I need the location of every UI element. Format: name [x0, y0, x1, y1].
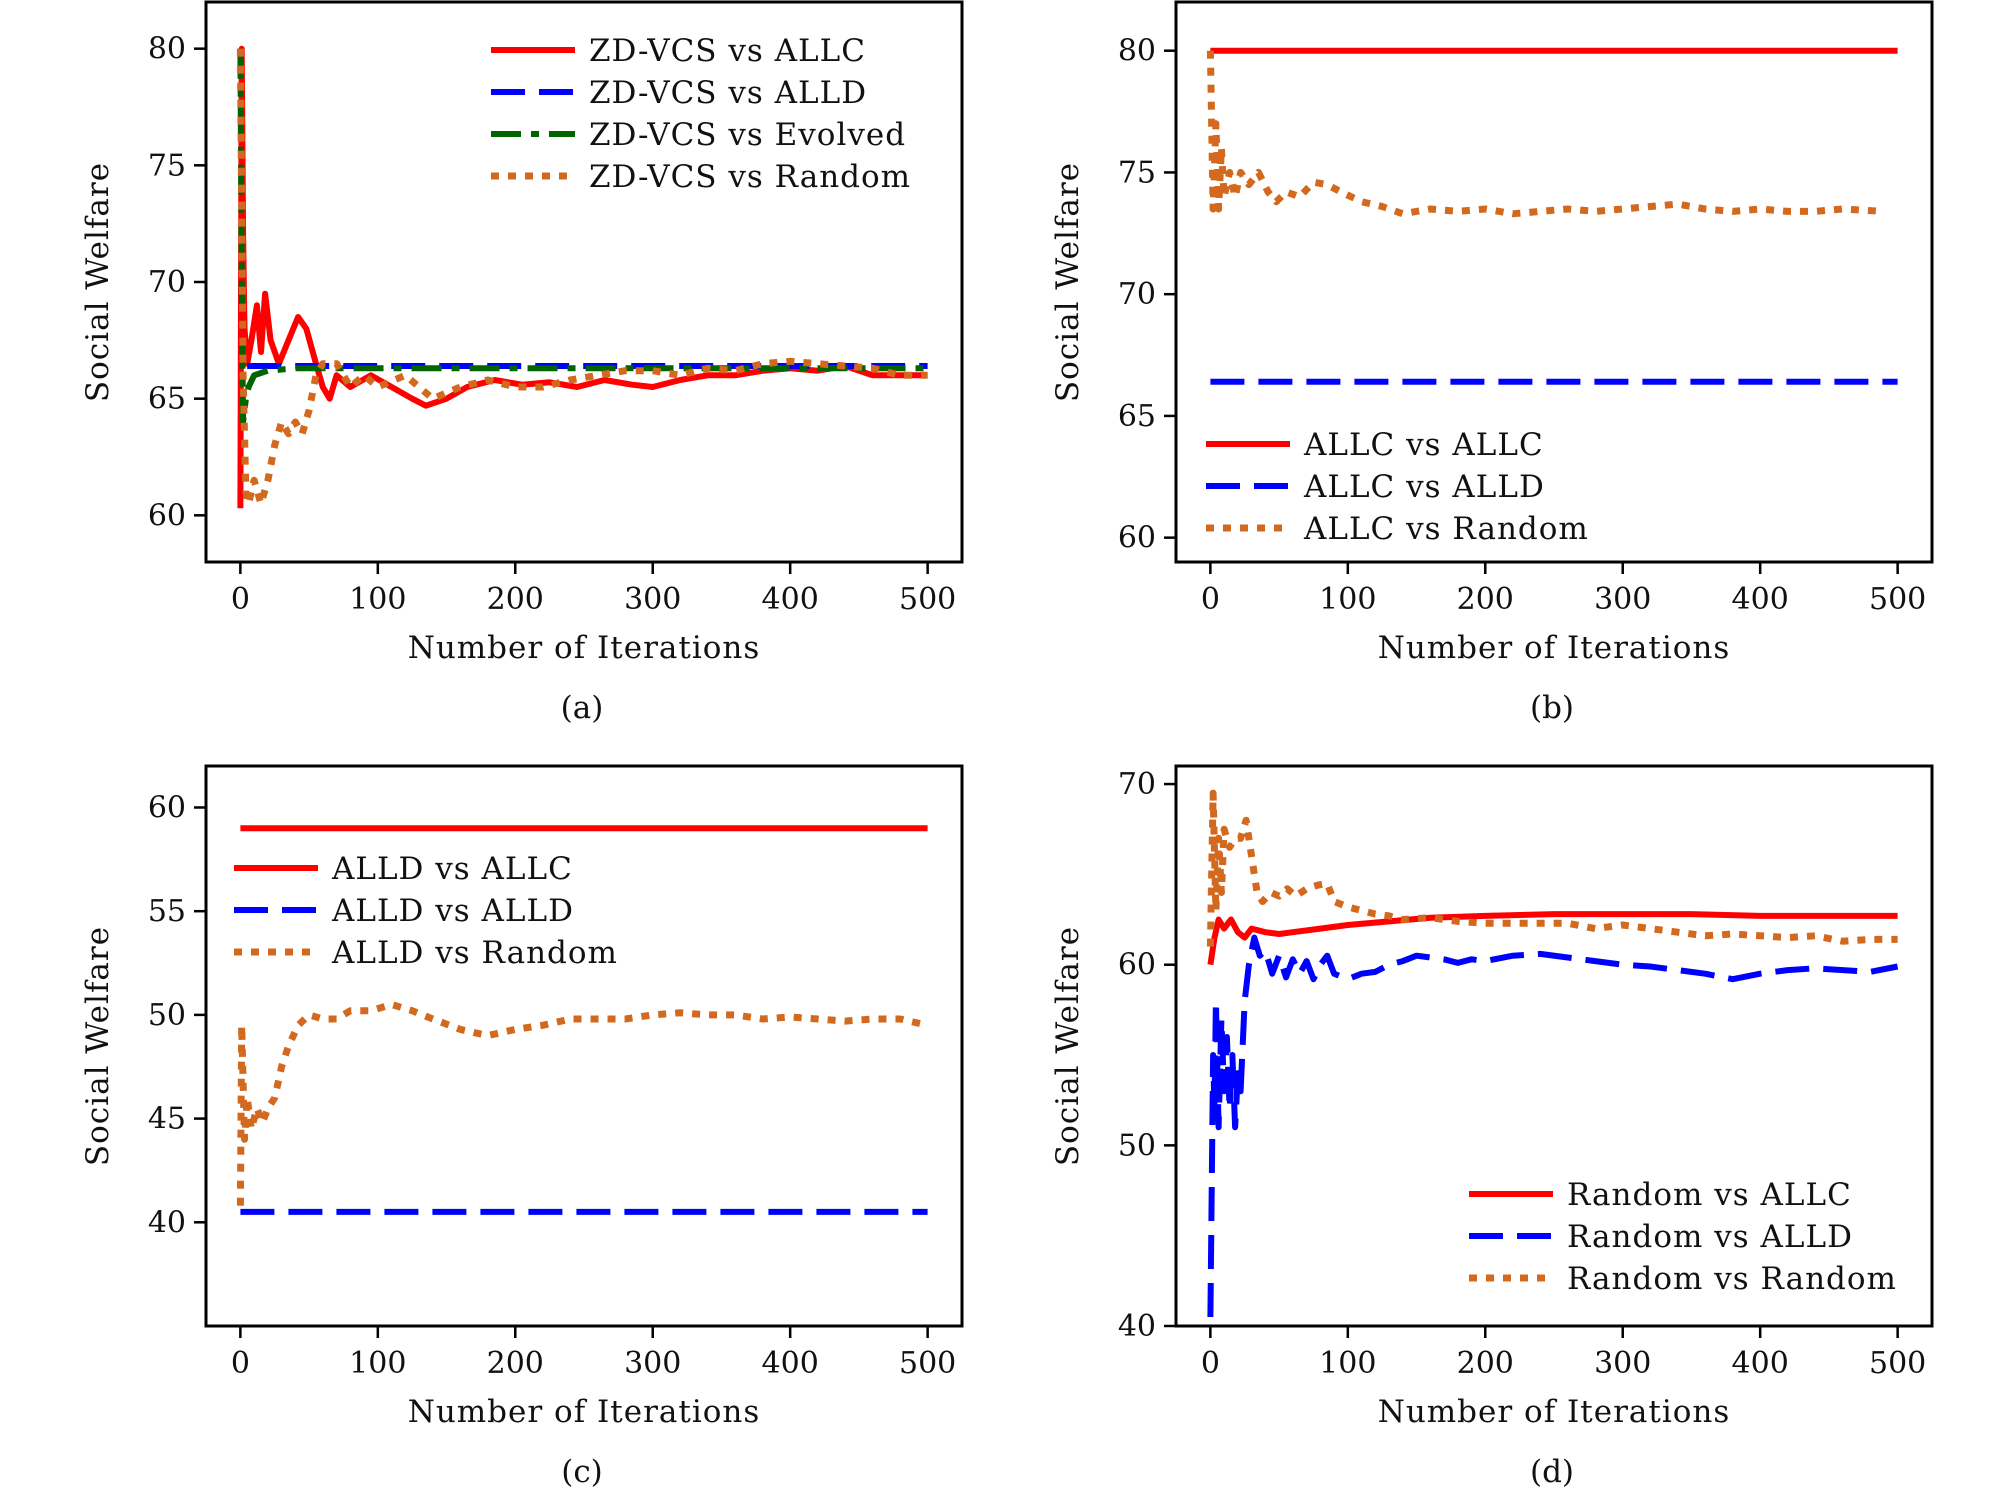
x-tick-label: 200 — [487, 1346, 544, 1381]
x-tick-label: 400 — [762, 582, 819, 617]
legend-label: ZD-VCS vs ALLD — [589, 75, 867, 111]
x-tick-label: 500 — [899, 582, 956, 617]
legend-label: ZD-VCS vs ALLC — [589, 33, 866, 69]
y-tick-label: 65 — [148, 382, 186, 417]
legend: ZD-VCS vs ALLC ZD-VCS vs ALLD ZD-VCS vs Ev… — [491, 33, 911, 195]
y-tick-label: 65 — [1118, 399, 1156, 434]
series-line-4 — [236, 48, 928, 508]
series-group — [236, 45, 928, 509]
legend-label: ZD-VCS vs Random — [589, 159, 911, 195]
series-group — [1206, 789, 1899, 1318]
panel-caption: (a) — [561, 690, 604, 726]
y-axis-label: Social Welfare — [80, 162, 116, 402]
legend: ALLD vs ALLC ALLD vs ALLD ALLD vs Random — [234, 851, 618, 971]
x-tick-label: 300 — [624, 1346, 681, 1381]
axes-frame — [1174, 0, 1934, 564]
panel-d: 0 100 200 300 400 500 40 50 60 70 Number of Iterat… — [1050, 764, 1934, 1488]
y-tick-label: 40 — [1118, 1309, 1156, 1344]
x-tick-label: 0 — [1201, 1346, 1220, 1381]
panel-c: 0 100 200 300 400 500 40 45 50 55 60 Number of Iter… — [80, 764, 964, 1488]
y-tick-label: 70 — [148, 265, 186, 300]
axes-frame — [1174, 764, 1934, 1328]
panel-b: 0 100 200 300 400 500 60 65 70 75 80 Number of Iter… — [1050, 0, 1934, 726]
legend: Random vs ALLC Random vs ALLD Random vs Ra… — [1469, 1177, 1897, 1297]
y-axis-label: Social Welfare — [1050, 162, 1086, 402]
x-tick-label: 200 — [1457, 1346, 1514, 1381]
y-tick-label: 80 — [148, 32, 186, 67]
series-line-1 — [237, 45, 928, 509]
x-tick-label: 400 — [762, 1346, 819, 1381]
x-tick-label: 500 — [1869, 1346, 1926, 1381]
series-group — [236, 825, 929, 1215]
y-tick-label: 75 — [1118, 155, 1156, 190]
y-axis-label: Social Welfare — [80, 926, 116, 1166]
x-tick-label: 0 — [231, 582, 250, 617]
y-axis-label: Social Welfare — [1050, 926, 1086, 1166]
panel-a: 0 100 200 300 400 500 60 65 70 75 80 Number of Iter… — [80, 0, 964, 726]
series-group — [1206, 47, 1898, 385]
y-tick-label: 50 — [1118, 1128, 1156, 1163]
legend: ALLC vs ALLC ALLC vs ALLD ALLC vs Random — [1206, 427, 1589, 547]
x-axis-label: Number of Iterations — [1378, 630, 1731, 666]
y-tick-label: 60 — [1118, 521, 1156, 556]
legend-label: ALLC vs Random — [1303, 511, 1589, 547]
y-tick-label: 40 — [148, 1205, 186, 1240]
y-tick-label: 60 — [148, 790, 186, 825]
y-tick-label: 70 — [1118, 767, 1156, 802]
y-tick-label: 60 — [1118, 948, 1156, 983]
y-tick-label: 70 — [1118, 277, 1156, 312]
x-tick-label: 400 — [1732, 582, 1789, 617]
series-line-3 — [1206, 789, 1898, 947]
y-tick-label: 50 — [148, 998, 186, 1033]
series-line-3 — [1206, 50, 1885, 218]
y-tick-label: 60 — [148, 498, 186, 533]
x-tick-label: 500 — [899, 1346, 956, 1381]
x-axis-label: Number of Iterations — [1378, 1394, 1731, 1430]
x-tick-label: 300 — [1594, 582, 1651, 617]
x-axis-label: Number of Iterations — [408, 1394, 761, 1430]
x-tick-label: 200 — [1457, 582, 1514, 617]
x-tick-label: 300 — [624, 582, 681, 617]
x-tick-label: 0 — [231, 1346, 250, 1381]
x-axis-label: Number of Iterations — [408, 630, 761, 666]
x-tick-label: 500 — [1869, 582, 1926, 617]
legend-label: ALLC vs ALLC — [1303, 427, 1544, 463]
legend-label: Random vs Random — [1567, 1261, 1897, 1297]
legend-label: ZD-VCS vs Evolved — [589, 117, 906, 153]
panel-caption: (b) — [1530, 690, 1574, 726]
legend-label: ALLC vs ALLD — [1303, 469, 1545, 505]
y-tick-label: 80 — [1118, 34, 1156, 69]
legend-label: ALLD vs ALLD — [331, 893, 574, 929]
panel-caption: (d) — [1530, 1454, 1574, 1488]
legend-label: ALLD vs ALLC — [331, 851, 573, 887]
x-tick-label: 400 — [1732, 1346, 1789, 1381]
legend-label: Random vs ALLD — [1567, 1219, 1853, 1255]
y-tick-label: 45 — [148, 1102, 186, 1137]
x-tick-label: 200 — [487, 582, 544, 617]
x-tick-label: 100 — [349, 582, 406, 617]
legend-label: Random vs ALLC — [1567, 1177, 1852, 1213]
panel-caption: (c) — [561, 1454, 603, 1488]
y-tick-label: 55 — [148, 894, 186, 929]
x-tick-label: 300 — [1594, 1346, 1651, 1381]
axes-frame — [204, 764, 964, 1328]
series-line-2 — [1207, 934, 1899, 1318]
x-tick-label: 100 — [1319, 1346, 1376, 1381]
legend-label: ALLD vs Random — [331, 935, 618, 971]
x-tick-label: 100 — [1319, 582, 1376, 617]
series-line-1 — [1207, 911, 1898, 966]
x-tick-label: 100 — [349, 1346, 406, 1381]
x-tick-label: 0 — [1201, 582, 1220, 617]
y-tick-label: 75 — [148, 148, 186, 183]
